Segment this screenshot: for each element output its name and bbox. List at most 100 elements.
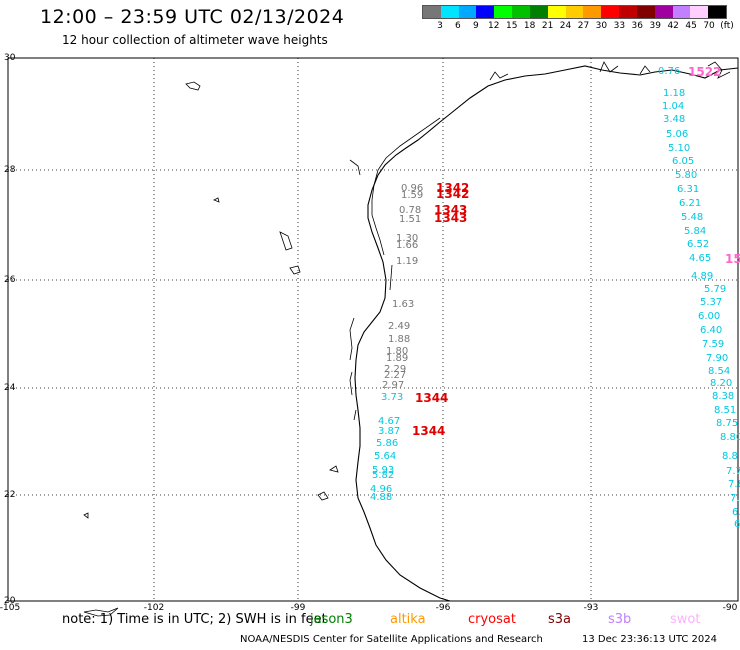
wave-height-value: 2.49 <box>388 321 410 332</box>
page-title: 12:00 – 23:59 UTC 02/13/2024 <box>40 6 345 28</box>
legend-swatch <box>619 6 637 18</box>
satellite-label-s3a: s3a <box>548 612 572 627</box>
wave-height-value: 4.89 <box>691 271 713 282</box>
legend-label: 21 <box>541 21 554 31</box>
legend-swatch <box>636 6 655 18</box>
legend-swatch <box>583 6 602 18</box>
wave-height-value: 0.78 <box>399 205 421 216</box>
legend-label: 3 <box>437 21 443 31</box>
satellite-label-jason3: jason3 <box>310 612 353 627</box>
wave-height-value: 6 <box>734 519 740 530</box>
longitude-label: -93 <box>584 603 599 613</box>
wave-height-value: 2.27 <box>384 370 406 381</box>
wave-height-value: 4.67 <box>378 416 400 427</box>
legend-swatch <box>672 6 691 18</box>
legend-swatch <box>423 6 441 18</box>
wave-height-value: 1.59 <box>401 190 423 201</box>
longitude-label: -99 <box>291 603 306 613</box>
wave-height-value: 1.04 <box>662 101 684 112</box>
map-frame <box>7 57 739 602</box>
wave-height-value: 1.88 <box>388 334 410 345</box>
wave-height-value: 3.87 <box>378 426 400 437</box>
latitude-label: 20 <box>4 596 16 606</box>
wave-height-value: 1.89 <box>386 353 408 364</box>
wave-height-value: 7.90 <box>706 353 728 364</box>
wave-height-value: 6.00 <box>698 311 720 322</box>
wave-height-value: 7. <box>730 493 740 504</box>
color-scale-labels: 3 6 9 12 15 18 21 24 27 30 33 36 39 42 45 70 (ft) <box>422 21 734 33</box>
wave-height-value: 8.51 <box>714 405 736 416</box>
wave-height-value: 1.19 <box>396 256 418 267</box>
wave-height-value: 8.20 <box>710 378 732 389</box>
cyan-observations-east: 0.76 1.18 1.04 3.48 5.06 5.10 6.05 5.80 6.31 6.21… <box>658 66 740 530</box>
wave-height-value: 7.8 <box>728 479 740 490</box>
legend-label: 33 <box>613 21 626 31</box>
legend-swatch <box>547 6 566 18</box>
legend-label: 36 <box>631 21 644 31</box>
wave-height-value: 5.86 <box>376 438 398 449</box>
footer-credit: NOAA/NESDIS Center for Satellite Applica… <box>240 634 543 645</box>
wave-height-value: 5.82 <box>372 470 394 481</box>
wave-height-value: 5.80 <box>675 170 697 181</box>
wave-height-value: 1.80 <box>386 346 408 357</box>
wave-height-value: 2.97 <box>382 380 404 391</box>
legend-swatch <box>690 6 709 18</box>
latitude-label: 22 <box>4 490 15 500</box>
wave-height-value: 6. <box>732 507 740 518</box>
wave-height-value: 6.05 <box>672 156 694 167</box>
legend-label: 9 <box>472 21 479 31</box>
legend-label: 15 <box>505 21 518 31</box>
pass-id: 1342 <box>436 187 469 201</box>
wave-height-value: 7.59 <box>702 339 724 350</box>
wave-height-value: 1.63 <box>392 299 414 310</box>
wave-height-value: 5.48 <box>681 212 703 223</box>
legend-swatch <box>565 6 584 18</box>
legend-swatch <box>654 6 673 18</box>
legend-label: 27 <box>577 21 590 31</box>
wave-height-value: 6.52 <box>687 239 709 250</box>
legend-label: 12 <box>488 21 500 31</box>
satellite-label-altika: altika <box>390 612 426 627</box>
wave-height-value: 1.66 <box>396 240 418 251</box>
page-subtitle: 12 hour collection of altimeter wave hei… <box>62 33 328 47</box>
coast-barrier <box>349 117 441 421</box>
longitude-label: -102 <box>144 603 164 613</box>
gulf-coastline <box>354 65 739 602</box>
islands <box>83 81 339 617</box>
wave-height-value: 0.96 <box>401 183 423 194</box>
legend-swatch <box>708 6 727 18</box>
pass-id: 1344 <box>415 391 448 405</box>
wave-height-value: 6.31 <box>677 184 699 195</box>
satellite-label-s3b: s3b <box>608 612 632 627</box>
lat-lon-grid <box>8 58 738 601</box>
legend-swatch <box>476 6 495 18</box>
satellite-label-cryosat: cryosat <box>468 612 516 627</box>
wave-height-value: 6.40 <box>700 325 722 336</box>
wave-height-value: 5.79 <box>704 284 726 295</box>
gray-observations: 0.961.59 0.781.51 1.301.66 1.19 1.63 2.49 1.88… <box>382 183 423 391</box>
pass-id: 1343 <box>434 211 467 225</box>
longitude-label: -96 <box>436 603 451 613</box>
wave-height-value: 5.10 <box>668 143 690 154</box>
pass-id: 1342 <box>436 181 469 195</box>
cyan-observations-coastal: 3.73 4.673.875.86 5.64 5.935.82 4.964.88 <box>370 392 403 503</box>
wave-height-value: 1.51 <box>399 214 421 225</box>
wave-height-value: 3.73 <box>381 392 403 403</box>
satellite-label-swot: swot <box>670 612 701 627</box>
wave-height-value: 8.38 <box>712 391 734 402</box>
legend-label: 24 <box>559 21 572 31</box>
pass-id: 1522 <box>688 65 721 79</box>
pass-id-labels-pink: 1522 15 <box>688 65 740 266</box>
latitude-labels: 30 28 26 24 22 20 <box>4 53 16 606</box>
wave-height-value: 5.37 <box>700 297 722 308</box>
legend-label: 39 <box>649 21 661 31</box>
wave-height-value: 4.88 <box>370 492 392 503</box>
legend-swatch <box>529 6 548 18</box>
pass-id: 1344 <box>412 424 445 438</box>
legend-label: 30 <box>595 21 608 31</box>
bay-detail-east <box>489 61 731 81</box>
legend-label: 45 <box>685 21 697 31</box>
wave-height-value: 1.18 <box>663 88 685 99</box>
legend-swatch <box>601 6 620 18</box>
